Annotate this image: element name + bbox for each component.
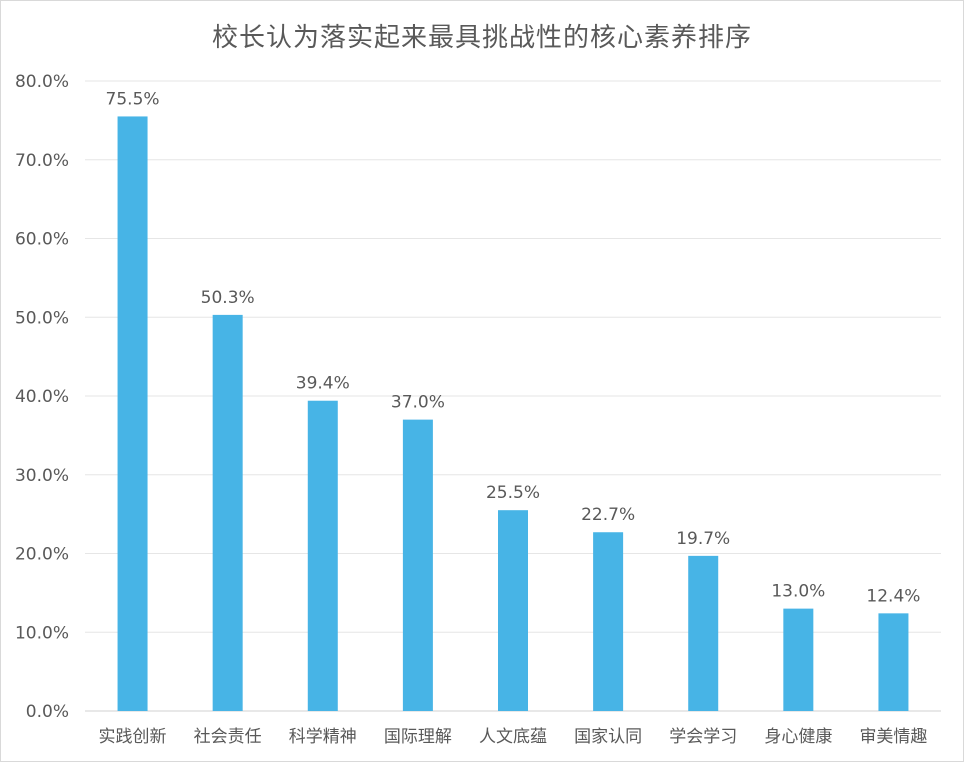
x-tick-label: 学会学习 — [669, 727, 737, 747]
y-tick-label: 10.0% — [15, 623, 69, 643]
x-tick-label: 国际理解 — [384, 727, 452, 747]
x-tick-label: 国家认同 — [574, 727, 642, 747]
data-label: 25.5% — [486, 483, 540, 503]
y-tick-label: 30.0% — [15, 466, 69, 486]
x-axis-ticks: 实践创新 社会责任 科学精神 国际理解 人文底蕴 国家认同 学会学习 身心健康 审美情趣 — [99, 727, 928, 747]
x-tick-label: 人文底蕴 — [479, 727, 547, 747]
y-tick-label: 20.0% — [15, 545, 69, 565]
bar — [593, 532, 624, 711]
y-tick-label: 40.0% — [15, 387, 69, 407]
data-label: 22.7% — [581, 505, 635, 525]
x-tick-label: 身心健康 — [764, 727, 832, 747]
bar — [307, 400, 338, 711]
x-tick-label: 社会责任 — [194, 727, 262, 747]
y-tick-label: 80.0% — [15, 72, 69, 92]
data-labels: 75.5% 50.3% 39.4% 37.0% 25.5% 22.7% 19.7% 13.0%… — [106, 89, 921, 606]
chart-title: 校长认为落实起来最具挑战性的核心素养排序 — [211, 23, 752, 53]
bar — [498, 510, 528, 711]
data-label: 13.0% — [771, 582, 825, 602]
y-tick-label: 70.0% — [15, 151, 69, 171]
x-tick-label: 审美情趣 — [859, 727, 927, 747]
y-tick-label: 50.0% — [15, 308, 69, 328]
bar — [783, 608, 814, 711]
bar — [878, 613, 909, 711]
y-tick-label: 60.0% — [15, 230, 69, 250]
data-label: 75.5% — [106, 89, 160, 109]
data-label: 37.0% — [391, 393, 445, 413]
y-axis-ticks: 0.0% 10.0% 20.0% 30.0% 40.0% 50.0% 60.0% 70.0% 8… — [15, 72, 69, 722]
bar — [402, 419, 433, 711]
data-label: 39.4% — [296, 374, 350, 394]
bar — [117, 116, 148, 711]
x-tick-label: 科学精神 — [289, 727, 357, 747]
bar — [688, 555, 719, 711]
bars — [117, 116, 909, 711]
data-label: 50.3% — [201, 288, 255, 308]
x-tick-label: 实践创新 — [99, 727, 167, 747]
y-tick-label: 0.0% — [26, 702, 69, 722]
data-label: 12.4% — [866, 586, 920, 606]
bar — [212, 314, 243, 711]
data-label: 19.7% — [676, 529, 730, 549]
